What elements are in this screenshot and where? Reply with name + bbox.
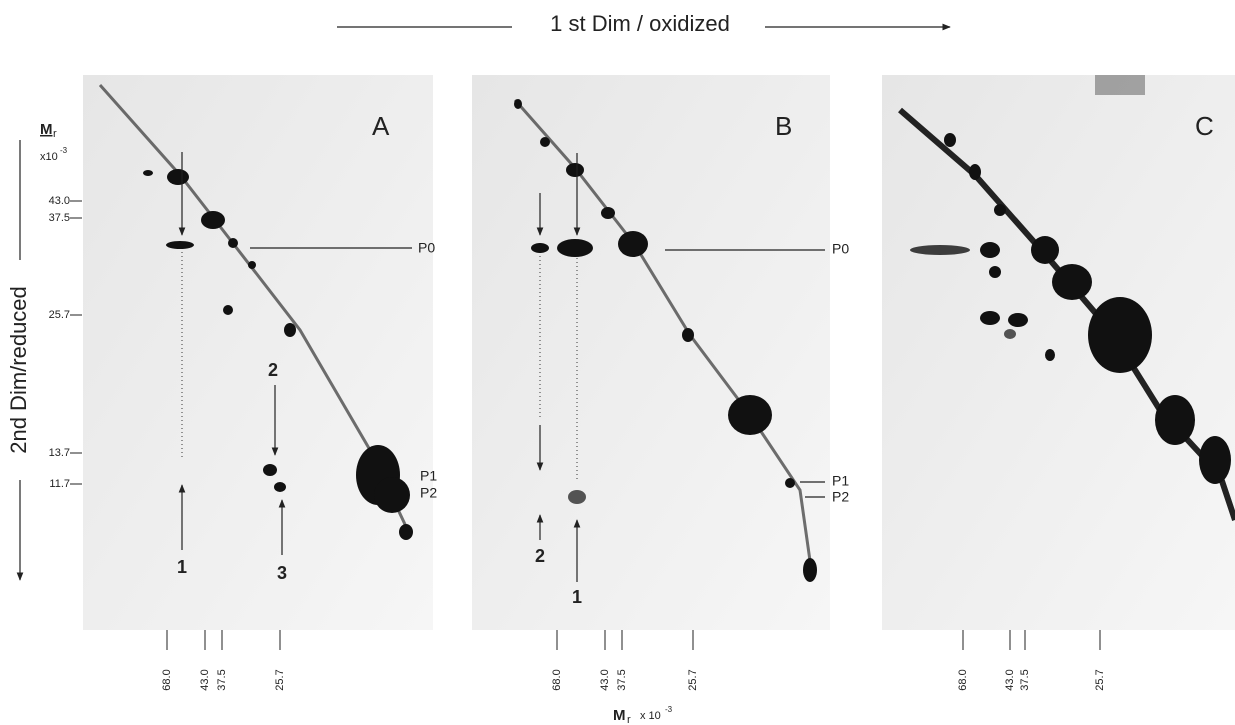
x-axis-subscript: r xyxy=(627,714,631,725)
panel-letter: C xyxy=(1195,111,1214,141)
y-tick-label: 43.0 xyxy=(49,195,70,207)
y-axis-label: 2nd Dim/reduced xyxy=(6,286,31,454)
panel-letter: A xyxy=(372,111,390,141)
y-tick-label: 25.7 xyxy=(49,309,70,321)
unit-scale: x10 xyxy=(40,151,58,163)
spot-number: 1 xyxy=(177,557,187,577)
x-axis-scale: x 10 xyxy=(640,710,661,722)
x-tick-label: 68.0 xyxy=(957,669,969,690)
band-label: P0 xyxy=(832,241,849,257)
x-tick-label: 25.7 xyxy=(274,669,286,690)
gel-panel xyxy=(83,75,433,630)
spot-number: 2 xyxy=(268,360,278,380)
unit-symbol: M xyxy=(40,121,53,138)
spot-number: 1 xyxy=(572,587,582,607)
x-axis-exponent: -3 xyxy=(665,705,673,714)
spot-number: 3 xyxy=(277,563,287,583)
unit-subscript: r xyxy=(53,128,57,140)
x-tick-label: 37.5 xyxy=(1019,669,1031,690)
band-label: P2 xyxy=(420,485,437,501)
y-tick-label: 37.5 xyxy=(49,212,70,224)
panel-letter: B xyxy=(775,111,792,141)
band-label: P1 xyxy=(832,473,849,489)
y-tick-label: 13.7 xyxy=(49,447,70,459)
x-tick-label: 43.0 xyxy=(199,669,211,690)
x-axis-symbol: M xyxy=(613,707,626,724)
gel-spots xyxy=(898,75,1235,521)
unit-exponent: -3 xyxy=(60,146,68,155)
band-label: P1 xyxy=(420,468,437,484)
x-tick-label: 37.5 xyxy=(616,669,628,690)
x-tick-label: 43.0 xyxy=(599,669,611,690)
gel-panel xyxy=(472,75,830,630)
x-tick-label: 43.0 xyxy=(1004,669,1016,690)
x-tick-label: 37.5 xyxy=(216,669,228,690)
x-tick-label: 68.0 xyxy=(161,669,173,690)
header-title: 1 st Dim / oxidized xyxy=(550,11,730,36)
spot-number: 2 xyxy=(535,546,545,566)
x-tick-label: 68.0 xyxy=(551,669,563,690)
band-label: P2 xyxy=(832,489,849,505)
x-tick-label: 25.7 xyxy=(687,669,699,690)
gel-spots xyxy=(513,99,817,582)
gel-panel xyxy=(882,75,1235,630)
x-tick-label: 25.7 xyxy=(1094,669,1106,690)
gel-spots xyxy=(98,84,413,540)
y-tick-label: 11.7 xyxy=(49,478,70,490)
band-label: P0 xyxy=(418,240,435,256)
